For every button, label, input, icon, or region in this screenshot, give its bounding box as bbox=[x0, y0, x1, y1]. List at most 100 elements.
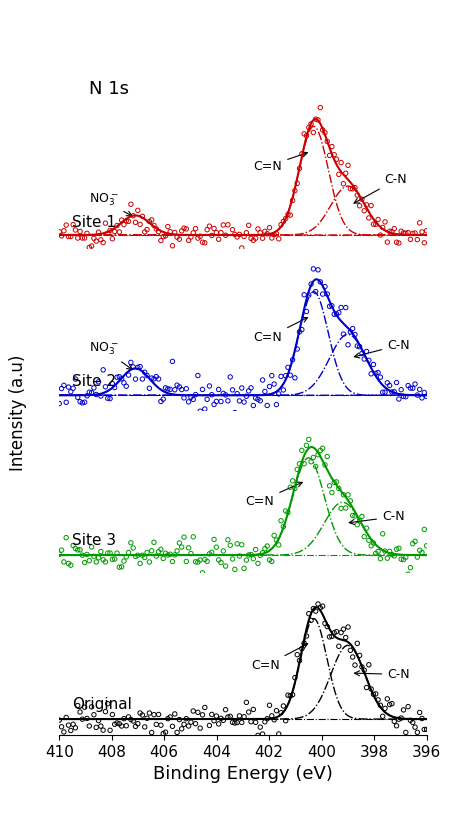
Point bbox=[104, 697, 111, 710]
Point bbox=[95, 551, 102, 564]
Point bbox=[72, 223, 79, 236]
Point bbox=[143, 369, 151, 382]
Point bbox=[397, 553, 405, 566]
Text: Site 2: Site 2 bbox=[73, 374, 117, 389]
Point bbox=[118, 560, 126, 573]
Point bbox=[330, 148, 338, 161]
Point bbox=[363, 521, 370, 534]
Point bbox=[222, 559, 229, 572]
Point bbox=[307, 278, 315, 291]
Point bbox=[219, 218, 227, 231]
Point bbox=[402, 390, 410, 403]
Point bbox=[173, 378, 181, 392]
Point bbox=[178, 225, 185, 238]
Point bbox=[404, 567, 412, 581]
Point bbox=[69, 382, 77, 395]
Point bbox=[72, 542, 79, 555]
Point bbox=[284, 689, 292, 702]
Point bbox=[333, 625, 340, 638]
Point bbox=[354, 339, 361, 353]
Point bbox=[199, 566, 206, 579]
Point bbox=[164, 382, 172, 396]
Point bbox=[416, 544, 423, 557]
Point bbox=[416, 216, 423, 230]
Point bbox=[310, 451, 317, 464]
Point bbox=[169, 355, 176, 368]
Point bbox=[106, 547, 114, 560]
Point bbox=[150, 708, 158, 721]
Point bbox=[55, 225, 63, 239]
Point bbox=[383, 235, 391, 249]
Point bbox=[280, 215, 287, 228]
Point bbox=[63, 396, 70, 409]
Point bbox=[227, 539, 234, 552]
Point bbox=[162, 382, 169, 395]
Point bbox=[266, 380, 273, 393]
Point bbox=[74, 544, 82, 557]
Point bbox=[60, 379, 68, 392]
Point bbox=[127, 713, 135, 726]
Point bbox=[132, 373, 139, 386]
Point bbox=[148, 544, 155, 558]
Point bbox=[97, 545, 105, 558]
Point bbox=[212, 395, 220, 408]
Point bbox=[266, 553, 273, 567]
Point bbox=[282, 212, 290, 225]
Point bbox=[243, 695, 250, 709]
Point bbox=[370, 358, 377, 371]
Point bbox=[92, 555, 100, 568]
Point bbox=[326, 630, 333, 643]
Point bbox=[146, 215, 153, 228]
Point bbox=[328, 299, 336, 312]
Point bbox=[296, 457, 303, 470]
Point bbox=[418, 392, 426, 405]
Point bbox=[79, 396, 86, 410]
Point bbox=[182, 382, 190, 396]
Point bbox=[212, 226, 220, 240]
Point bbox=[141, 366, 148, 379]
Point bbox=[317, 101, 324, 114]
Point bbox=[275, 539, 283, 552]
Point bbox=[180, 530, 188, 544]
Point bbox=[393, 719, 401, 733]
Point bbox=[116, 717, 123, 730]
Point bbox=[354, 637, 361, 650]
Point bbox=[326, 149, 333, 162]
Point bbox=[261, 225, 269, 238]
Point bbox=[407, 714, 414, 727]
Point bbox=[280, 700, 287, 713]
Point bbox=[388, 225, 396, 238]
Point bbox=[203, 733, 211, 746]
Point bbox=[395, 236, 403, 249]
Point bbox=[370, 536, 377, 549]
Point bbox=[270, 377, 278, 391]
Point bbox=[111, 225, 118, 238]
Point bbox=[307, 614, 315, 627]
Point bbox=[60, 725, 68, 738]
Point bbox=[252, 231, 259, 244]
Point bbox=[342, 301, 349, 314]
Point bbox=[55, 714, 63, 727]
Point bbox=[138, 210, 146, 223]
Point bbox=[137, 360, 144, 373]
Point bbox=[88, 700, 95, 714]
Point bbox=[321, 617, 329, 630]
Point bbox=[76, 225, 84, 238]
Point bbox=[125, 368, 132, 382]
Point bbox=[245, 705, 253, 719]
Point bbox=[175, 380, 183, 393]
Point bbox=[254, 729, 262, 742]
Point bbox=[118, 719, 126, 733]
Point bbox=[312, 285, 319, 298]
Point bbox=[397, 383, 405, 396]
Point bbox=[374, 693, 382, 706]
Point bbox=[64, 719, 72, 732]
Point bbox=[365, 354, 373, 367]
Point bbox=[268, 231, 275, 244]
Point bbox=[275, 387, 283, 401]
Point bbox=[134, 548, 142, 562]
Point bbox=[377, 371, 384, 384]
Point bbox=[175, 536, 183, 549]
Point bbox=[229, 383, 237, 396]
Point bbox=[90, 381, 98, 394]
